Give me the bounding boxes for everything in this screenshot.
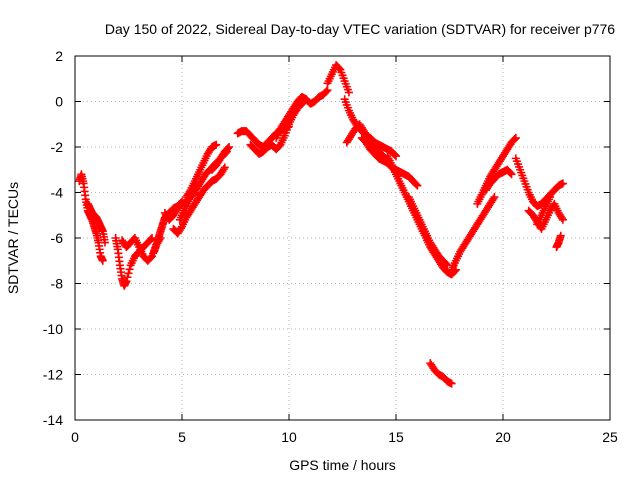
y-tick-label: -14 [43, 412, 63, 428]
data-point [390, 150, 399, 159]
data-point [212, 140, 221, 149]
series-arc-10 [207, 143, 234, 174]
data-point [323, 86, 332, 95]
data-point [490, 193, 499, 202]
data-point [98, 256, 107, 265]
x-axis-label: GPS time / hours [289, 457, 396, 473]
series-arc-18 [383, 152, 460, 279]
x-tick-label: 20 [495, 429, 511, 445]
series-arc-19 [404, 193, 452, 270]
series-arc-24 [511, 154, 567, 211]
data-point [412, 180, 421, 189]
y-tick-label: -4 [51, 185, 64, 201]
series-arc-9 [182, 140, 221, 202]
data-point [510, 135, 519, 144]
data-point [225, 143, 234, 151]
series-arc-7 [169, 163, 229, 238]
x-tick-label: 5 [178, 429, 186, 445]
data-point [124, 269, 133, 278]
series-arc-20 [426, 359, 456, 388]
x-tick-label: 25 [602, 429, 618, 445]
x-tick-label: 0 [71, 429, 79, 445]
y-tick-label: -8 [51, 276, 64, 292]
y-axis-label: SDTVAR / TECUs [5, 182, 21, 294]
data-point [556, 231, 565, 240]
series-arc-13 [272, 86, 332, 142]
y-tick-labels: -14 -12 -10 -8 -6 -4 -2 0 2 [43, 48, 63, 428]
y-tick-label: -12 [43, 367, 63, 383]
data-point [224, 144, 233, 153]
series-arc-22 [473, 133, 520, 208]
data-point [506, 169, 515, 178]
y-tick-label: -6 [51, 230, 64, 246]
data-point [100, 238, 109, 247]
data-point [489, 194, 498, 203]
y-tick-label: 2 [55, 48, 63, 64]
y-tick-label: -2 [51, 139, 64, 155]
series-arc-1 [75, 170, 107, 265]
data-point [220, 163, 229, 172]
data-point [219, 165, 228, 174]
axis-ticks [74, 55, 611, 421]
data-point [413, 181, 422, 190]
data-point [546, 193, 555, 202]
series-arc-27 [552, 231, 565, 252]
series-arc-2 [83, 199, 109, 247]
data-point [511, 133, 520, 142]
series-arc-14 [323, 61, 353, 97]
x-tick-labels: 0 5 10 15 20 25 [71, 429, 618, 445]
data-point [146, 235, 155, 244]
data-point [442, 260, 451, 269]
data-points [75, 61, 567, 388]
series-arc-26 [533, 193, 555, 229]
data-point [558, 179, 567, 188]
x-tick-label: 10 [281, 429, 297, 445]
y-tick-label: -10 [43, 321, 63, 337]
data-point [125, 265, 134, 274]
data-point [122, 277, 131, 286]
x-tick-label: 15 [388, 429, 404, 445]
data-point [507, 170, 516, 179]
data-point [557, 214, 566, 223]
chart-title: Day 150 of 2022, Sidereal Day-to-day VTE… [105, 21, 615, 37]
series-arc-12 [246, 95, 311, 158]
series-arc-23 [481, 165, 516, 195]
series-arc-21 [447, 193, 499, 274]
y-tick-label: 0 [55, 94, 63, 110]
data-point [123, 273, 132, 282]
data-point [447, 379, 456, 388]
data-point [344, 88, 353, 97]
data-point [392, 152, 400, 161]
data-point [558, 215, 567, 224]
data-point [322, 87, 331, 96]
